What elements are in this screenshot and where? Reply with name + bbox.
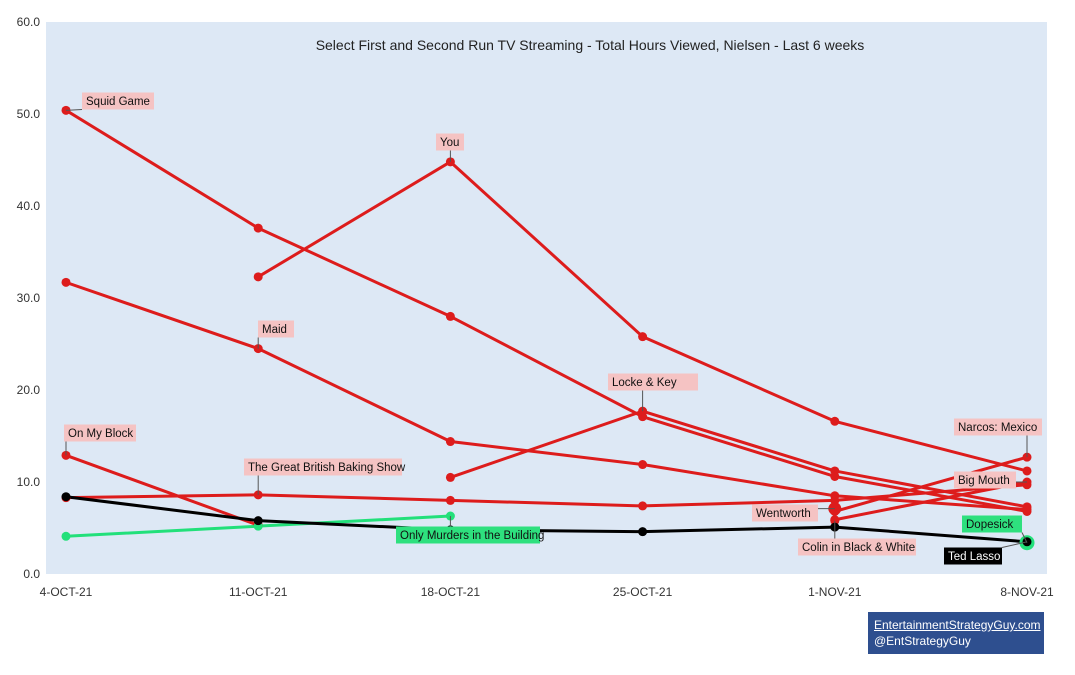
series-line [65, 495, 1028, 544]
data-point [61, 531, 71, 541]
x-tick-label: 8-NOV-21 [1000, 585, 1054, 599]
y-tick-label: 60.0 [17, 15, 41, 29]
series-label-box [244, 458, 402, 476]
data-point [253, 223, 263, 233]
data-point [445, 472, 455, 482]
series-line [65, 453, 259, 527]
series-label-box [798, 538, 916, 556]
series-label: Maid [262, 324, 287, 336]
y-tick-label: 30.0 [17, 291, 41, 305]
x-tick-label: 25-OCT-21 [613, 585, 673, 599]
data-point [61, 277, 71, 287]
data-point [1022, 466, 1032, 476]
series-label: Locke & Key [612, 377, 677, 389]
label-leader-line [1021, 532, 1028, 543]
data-point [445, 495, 455, 505]
x-tick-label: 18-OCT-21 [421, 585, 481, 599]
series-label: On My Block [68, 428, 133, 440]
data-point [61, 492, 71, 502]
series-label-box [962, 515, 1022, 533]
series-label-box [64, 424, 136, 442]
series-label-box [82, 92, 154, 110]
data-point [445, 311, 455, 321]
label-leader-line [1001, 541, 1028, 548]
data-point [445, 437, 455, 447]
data-point [638, 460, 648, 470]
series-line [834, 455, 1028, 513]
data-point [253, 272, 263, 282]
data-point [830, 466, 840, 476]
series-label-box [258, 320, 294, 338]
series-label: Squid Game [86, 96, 150, 108]
series-label: Narcos: Mexico [958, 422, 1037, 434]
x-tick-label: 4-OCT-21 [40, 585, 93, 599]
series-line [65, 483, 1028, 508]
data-point [638, 332, 648, 342]
credit-handle: @EntStrategyGuy [874, 634, 971, 648]
x-tick-label: 11-OCT-21 [229, 585, 288, 599]
y-tick-label: 0.0 [23, 567, 40, 581]
y-tick-label: 10.0 [17, 475, 41, 489]
data-point [253, 516, 263, 526]
x-tick-label: 1-NOV-21 [808, 585, 862, 599]
series-label: Big Mouth [958, 475, 1010, 487]
plot-area [46, 22, 1047, 574]
series-label-box [396, 526, 540, 544]
label-leader-line [65, 109, 83, 111]
data-point [638, 527, 648, 537]
series-label: Wentworth [756, 508, 811, 520]
series-label: You [440, 137, 459, 149]
data-point [1022, 502, 1032, 512]
y-tick-label: 20.0 [17, 383, 41, 397]
series-label-box [608, 373, 698, 391]
chart-title: Select First and Second Run TV Streaming… [316, 37, 865, 53]
series-label-box [752, 504, 818, 522]
series-label-box [954, 471, 1016, 489]
credit-website[interactable]: EntertainmentStrategyGuy.com [874, 618, 1041, 632]
series-line [65, 109, 1028, 513]
series-line [449, 409, 1028, 509]
data-point [638, 501, 648, 511]
data-point [830, 416, 840, 426]
series-label: The Great British Baking Show [248, 462, 406, 474]
series-label: Ted Lasso [948, 551, 1000, 563]
series-label-box [954, 418, 1042, 436]
series-label: Dopesick [966, 519, 1014, 531]
series-label-box [944, 547, 1002, 565]
y-tick-label: 40.0 [17, 199, 41, 213]
credit-box: EntertainmentStrategyGuy.com @EntStrateg… [868, 612, 1044, 654]
series-label: Only Murders in the Building [400, 530, 544, 542]
series-label-box [436, 133, 464, 151]
series-label: Colin in Black & White [802, 542, 915, 554]
y-tick-label: 50.0 [17, 107, 41, 121]
